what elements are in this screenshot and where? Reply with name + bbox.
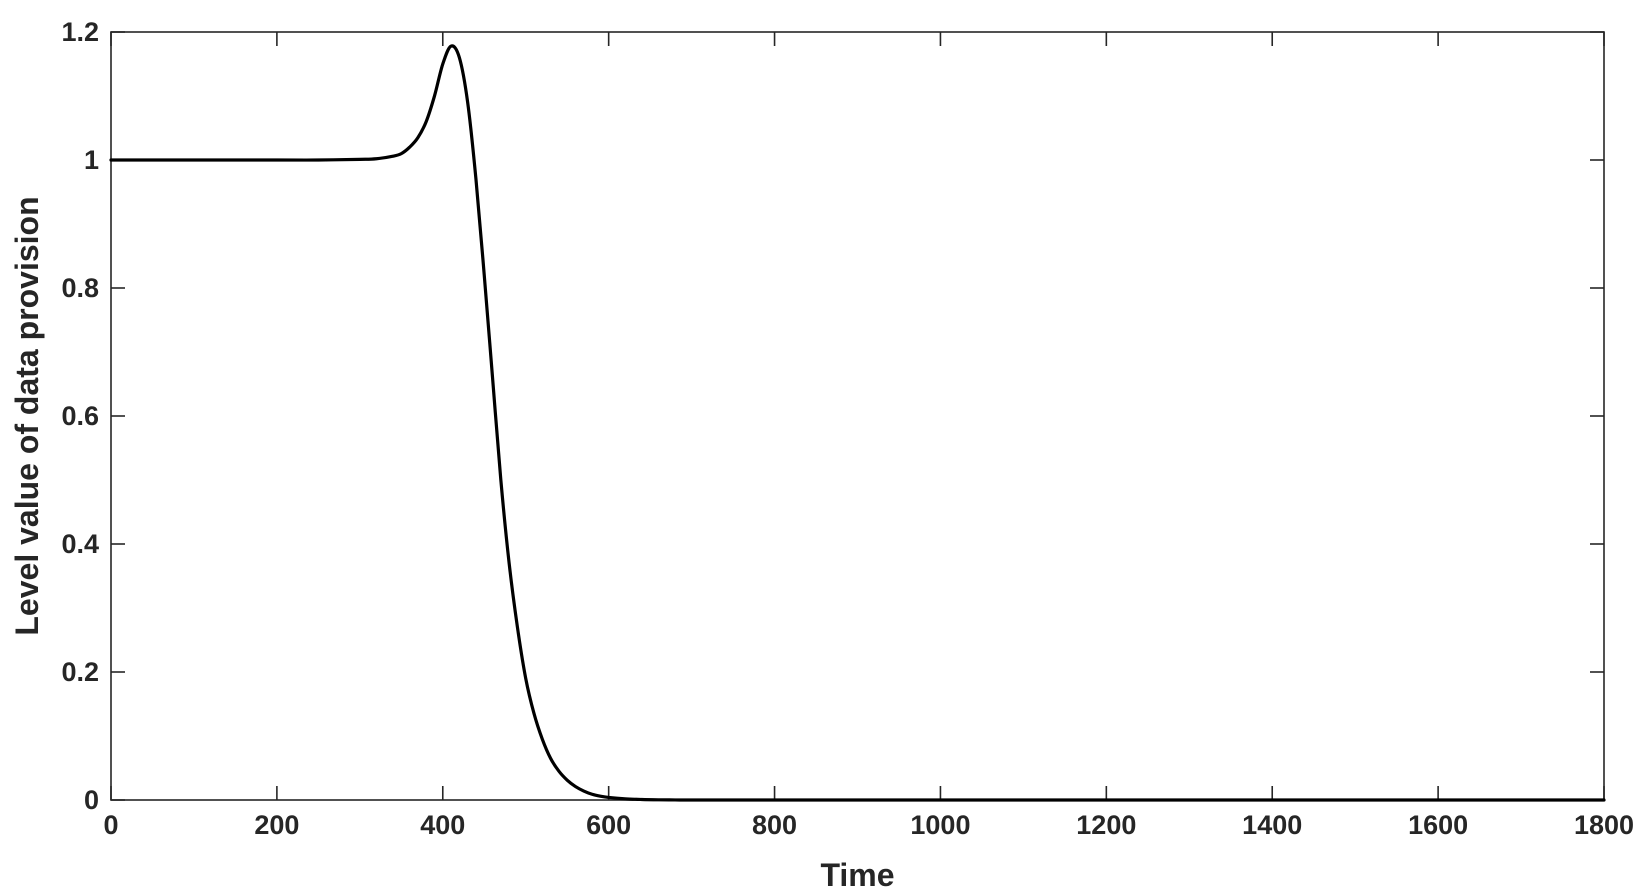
x-tick-label: 200 [254,810,299,840]
x-axis-label: Time [820,857,894,893]
y-tick-label: 0.4 [61,529,99,559]
x-tick-label: 1000 [910,810,970,840]
data-series-line [109,44,1606,802]
y-tick-label: 0.8 [61,273,99,303]
axis-tick-labels: 0 200 400 600 800 1000 1200 1400 1600 1800 0 0.2 0.4… [61,17,1634,840]
x-tick-label: 600 [586,810,631,840]
x-tick-label: 1800 [1574,810,1634,840]
x-tick-label: 800 [752,810,797,840]
y-tick-label: 0 [84,785,99,815]
y-tick-label: 0.2 [61,657,99,687]
x-tick-label: 1600 [1408,810,1468,840]
y-tick-label: 1 [84,145,99,175]
y-axis-label: Level value of data provision [9,196,45,635]
x-tick-label: 400 [420,810,465,840]
x-tick-label: 0 [103,810,118,840]
x-tick-label: 1400 [1242,810,1302,840]
x-tick-label: 1200 [1076,810,1136,840]
y-tick-label: 0.6 [61,401,99,431]
y-tick-label: 1.2 [61,17,99,47]
